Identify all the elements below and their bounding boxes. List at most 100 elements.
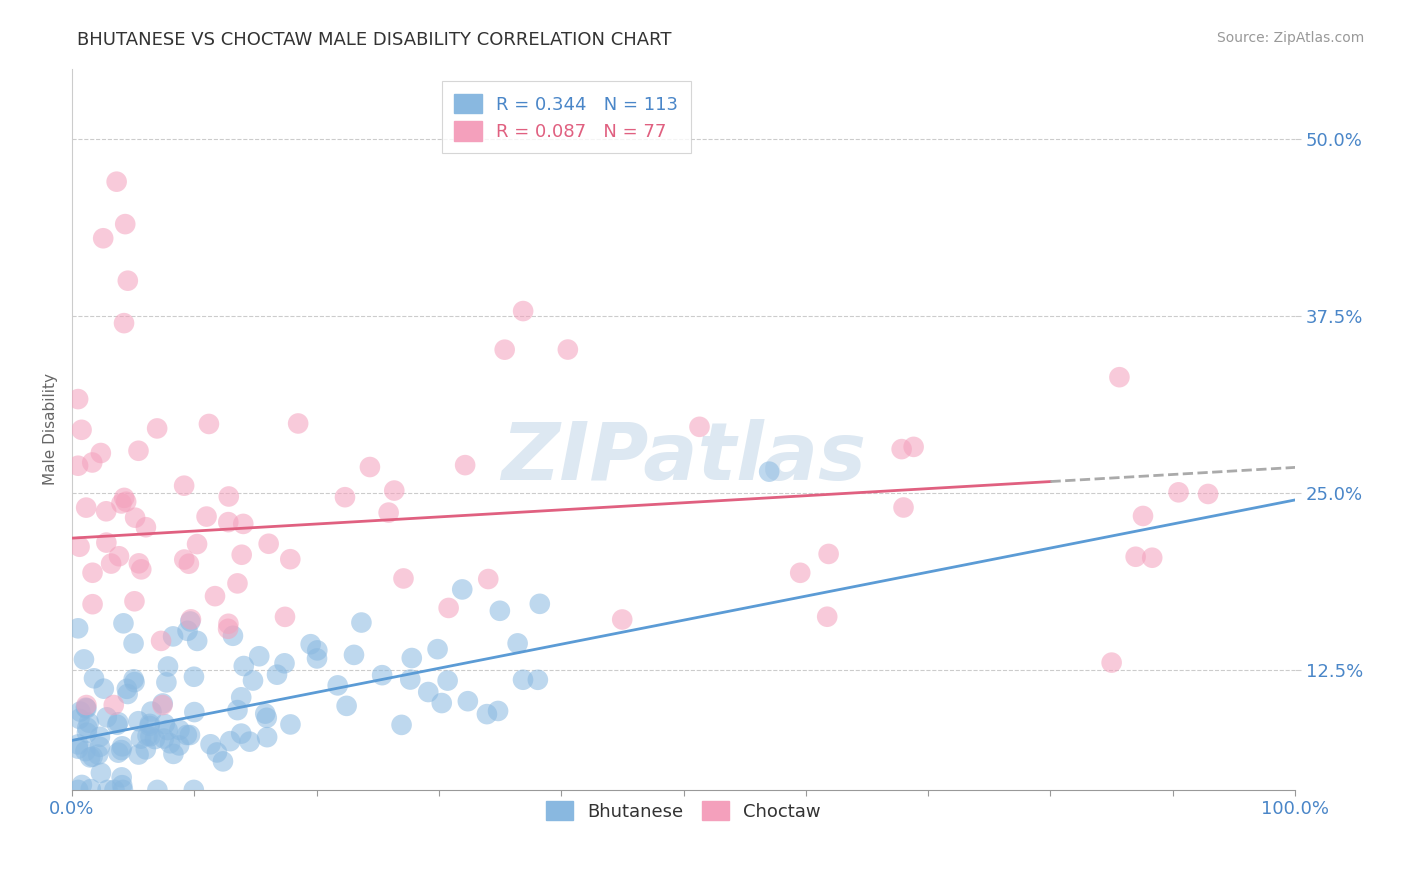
Point <box>231 548 253 562</box>
Point <box>107 715 129 730</box>
Point <box>512 673 534 687</box>
Point <box>217 515 239 529</box>
Point <box>90 765 112 780</box>
Point <box>612 613 634 627</box>
Point <box>76 721 98 735</box>
Point <box>167 739 190 753</box>
Point <box>87 747 110 762</box>
Point <box>512 304 534 318</box>
Point <box>155 675 177 690</box>
Point <box>128 747 150 762</box>
Point <box>226 576 249 591</box>
Point <box>111 778 134 792</box>
Point <box>124 675 146 690</box>
Point <box>124 594 146 608</box>
Point <box>494 343 516 357</box>
Point <box>278 552 301 566</box>
Point <box>67 738 90 752</box>
Point <box>136 729 159 743</box>
Point <box>183 670 205 684</box>
Point <box>146 421 169 435</box>
Point <box>180 612 202 626</box>
Point <box>280 717 302 731</box>
Point <box>122 673 145 687</box>
Point <box>90 446 112 460</box>
Point <box>486 704 509 718</box>
Point <box>326 678 349 692</box>
Point <box>82 455 104 469</box>
Point <box>173 478 195 492</box>
Point <box>146 783 169 797</box>
Point <box>218 490 240 504</box>
Point <box>195 509 218 524</box>
Point <box>110 496 132 510</box>
Point <box>124 510 146 524</box>
Point <box>67 783 90 797</box>
Point <box>169 723 191 737</box>
Point <box>239 734 262 748</box>
Point <box>77 715 100 730</box>
Point <box>67 621 90 635</box>
Point <box>183 705 205 719</box>
Point <box>96 783 118 797</box>
Point <box>138 719 160 733</box>
Point <box>200 737 222 751</box>
Point <box>890 442 912 456</box>
Point <box>231 690 253 705</box>
Point <box>256 730 278 744</box>
Point <box>232 516 254 531</box>
Point <box>93 681 115 696</box>
Point <box>212 755 235 769</box>
Point <box>91 231 114 245</box>
Point <box>115 494 138 508</box>
Point <box>436 673 458 688</box>
Point <box>153 731 176 746</box>
Point <box>477 572 499 586</box>
Point <box>1140 550 1163 565</box>
Point <box>232 659 254 673</box>
Point <box>256 711 278 725</box>
Text: ZIPatlas: ZIPatlas <box>501 419 866 497</box>
Point <box>359 460 381 475</box>
Point <box>231 726 253 740</box>
Point <box>758 465 780 479</box>
Point <box>67 392 90 406</box>
Point <box>107 746 129 760</box>
Point <box>111 739 134 754</box>
Point <box>454 458 477 472</box>
Point <box>105 175 128 189</box>
Point <box>69 705 91 719</box>
Point <box>117 687 139 701</box>
Point <box>67 712 90 726</box>
Point <box>156 723 179 737</box>
Point <box>69 540 91 554</box>
Point <box>129 731 152 746</box>
Point <box>80 782 103 797</box>
Point <box>110 743 132 757</box>
Point <box>430 696 453 710</box>
Point <box>401 651 423 665</box>
Point <box>70 778 93 792</box>
Point <box>893 500 915 515</box>
Point <box>506 636 529 650</box>
Point <box>186 634 208 648</box>
Point <box>139 717 162 731</box>
Point <box>217 622 239 636</box>
Point <box>222 629 245 643</box>
Point <box>242 673 264 688</box>
Point <box>287 417 309 431</box>
Point <box>274 610 297 624</box>
Point <box>141 705 163 719</box>
Point <box>179 615 201 629</box>
Point <box>100 557 122 571</box>
Point <box>156 659 179 673</box>
Point <box>305 651 328 665</box>
Point <box>205 746 228 760</box>
Point <box>204 589 226 603</box>
Point <box>73 652 96 666</box>
Point <box>103 698 125 712</box>
Point <box>343 648 366 662</box>
Point <box>475 707 498 722</box>
Point <box>128 557 150 571</box>
Point <box>76 725 98 739</box>
